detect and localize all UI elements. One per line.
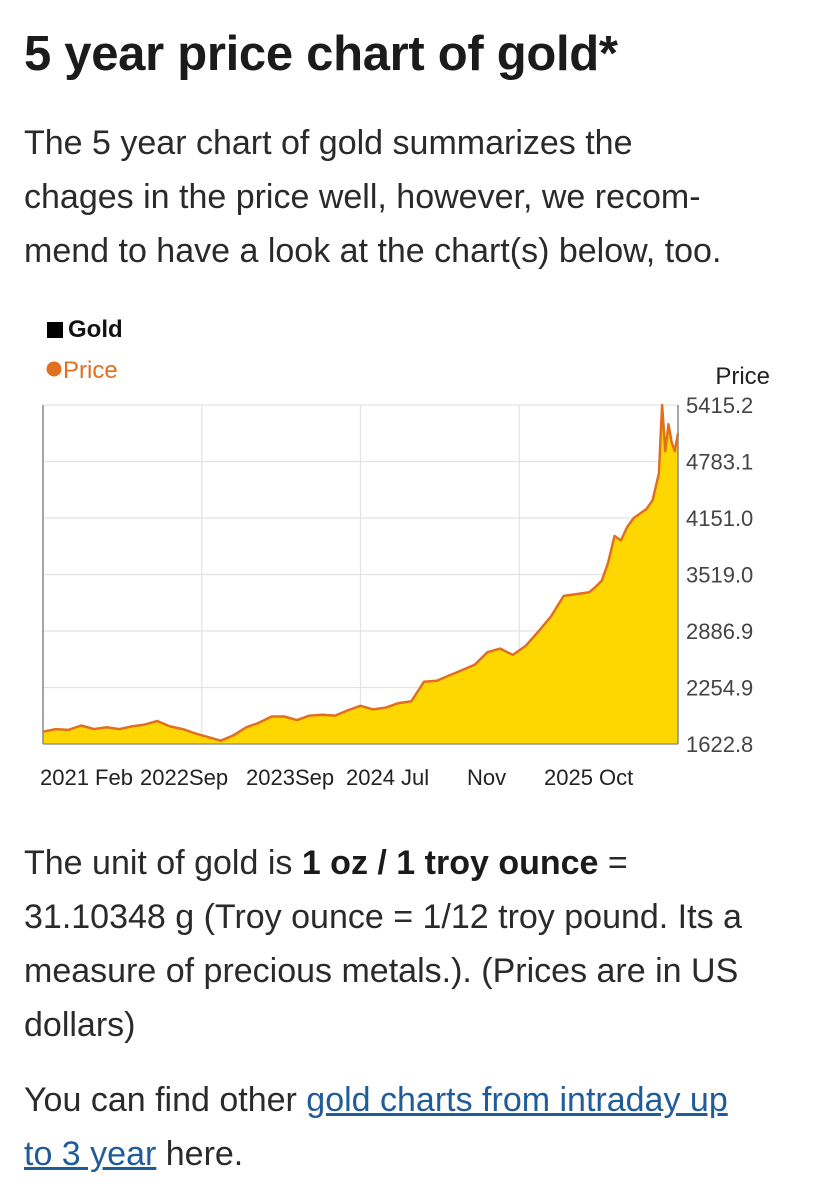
y-tick-label: 2886.9 <box>686 619 753 644</box>
y-tick-labels: 5415.2 4783.1 4151.0 3519.0 2886.9 2254.9 1622… <box>686 393 753 757</box>
more-suffix: here. <box>156 1135 244 1173</box>
chart-axes <box>42 405 679 745</box>
unit-line: The unit of gold is 1 oz / 1 troy ounce … <box>24 836 804 890</box>
y-tick-label: 4783.1 <box>686 450 753 475</box>
gold-charts-link[interactable]: gold charts from intraday up <box>306 1081 728 1119</box>
gold-charts-link-continued[interactable]: to 3 year <box>24 1135 157 1173</box>
legend-dot-icon <box>46 361 62 377</box>
unit-line: measure of precious metals.). (Prices ar… <box>24 952 739 990</box>
y-tick-label: 3519.0 <box>686 563 753 588</box>
y-tick-label: 5415.2 <box>686 393 753 418</box>
legend-title: Gold <box>68 316 123 343</box>
unit-paragraph: The unit of gold is 1 oz / 1 troy ounce … <box>24 836 804 1052</box>
y-tick-label: 2254.9 <box>686 676 753 701</box>
more-line: to 3 year here. <box>24 1127 804 1181</box>
price-area <box>43 405 678 744</box>
unit-text-suffix: = <box>598 844 628 882</box>
intro-line: chages in the price well, however, we re… <box>24 178 701 216</box>
x-tick-label: 2021 Feb <box>40 765 133 790</box>
x-tick-label: 2024 Jul <box>346 765 429 790</box>
unit-text-prefix: The unit of gold is <box>24 844 302 882</box>
unit-line: dollars) <box>24 1006 136 1044</box>
intro-line: mend to have a look at the chart(s) belo… <box>24 232 722 270</box>
more-line: You can find other gold charts from intr… <box>24 1073 804 1127</box>
intro-line: The 5 year chart of gold summarizes the <box>24 124 633 162</box>
legend-series-label: Price <box>63 357 118 384</box>
unit-line: 31.10348 g (Troy ounce = 1/12 troy pound… <box>24 898 742 936</box>
y-tick-label: 4151.0 <box>686 506 753 531</box>
y-axis-title: Price <box>715 363 770 390</box>
x-tick-label: Nov <box>467 765 506 790</box>
x-tick-label: 2025 Oct <box>544 765 633 790</box>
x-tick-label: 2023Sep <box>246 765 334 790</box>
more-prefix: You can find other <box>24 1081 307 1119</box>
price-line <box>42 403 680 742</box>
x-tick-label: 2022Sep <box>140 765 228 790</box>
x-tick-labels: 2021 Feb 2022Sep 2023Sep 2024 Jul Nov 2025 Oc… <box>40 765 633 790</box>
page-title: 5 year price chart of gold* <box>24 27 618 81</box>
unit-bold: 1 oz / 1 troy ounce <box>301 844 599 882</box>
more-charts-paragraph: You can find other gold charts from intr… <box>24 1073 804 1181</box>
gold-price-chart: Gold Price Price 5415.2 4783.1 4151.0 3519.… <box>40 316 770 790</box>
y-tick-label: 1622.8 <box>686 732 753 757</box>
legend-square-icon <box>47 322 63 338</box>
intro-paragraph: The 5 year chart of gold summarizes the … <box>24 116 794 278</box>
